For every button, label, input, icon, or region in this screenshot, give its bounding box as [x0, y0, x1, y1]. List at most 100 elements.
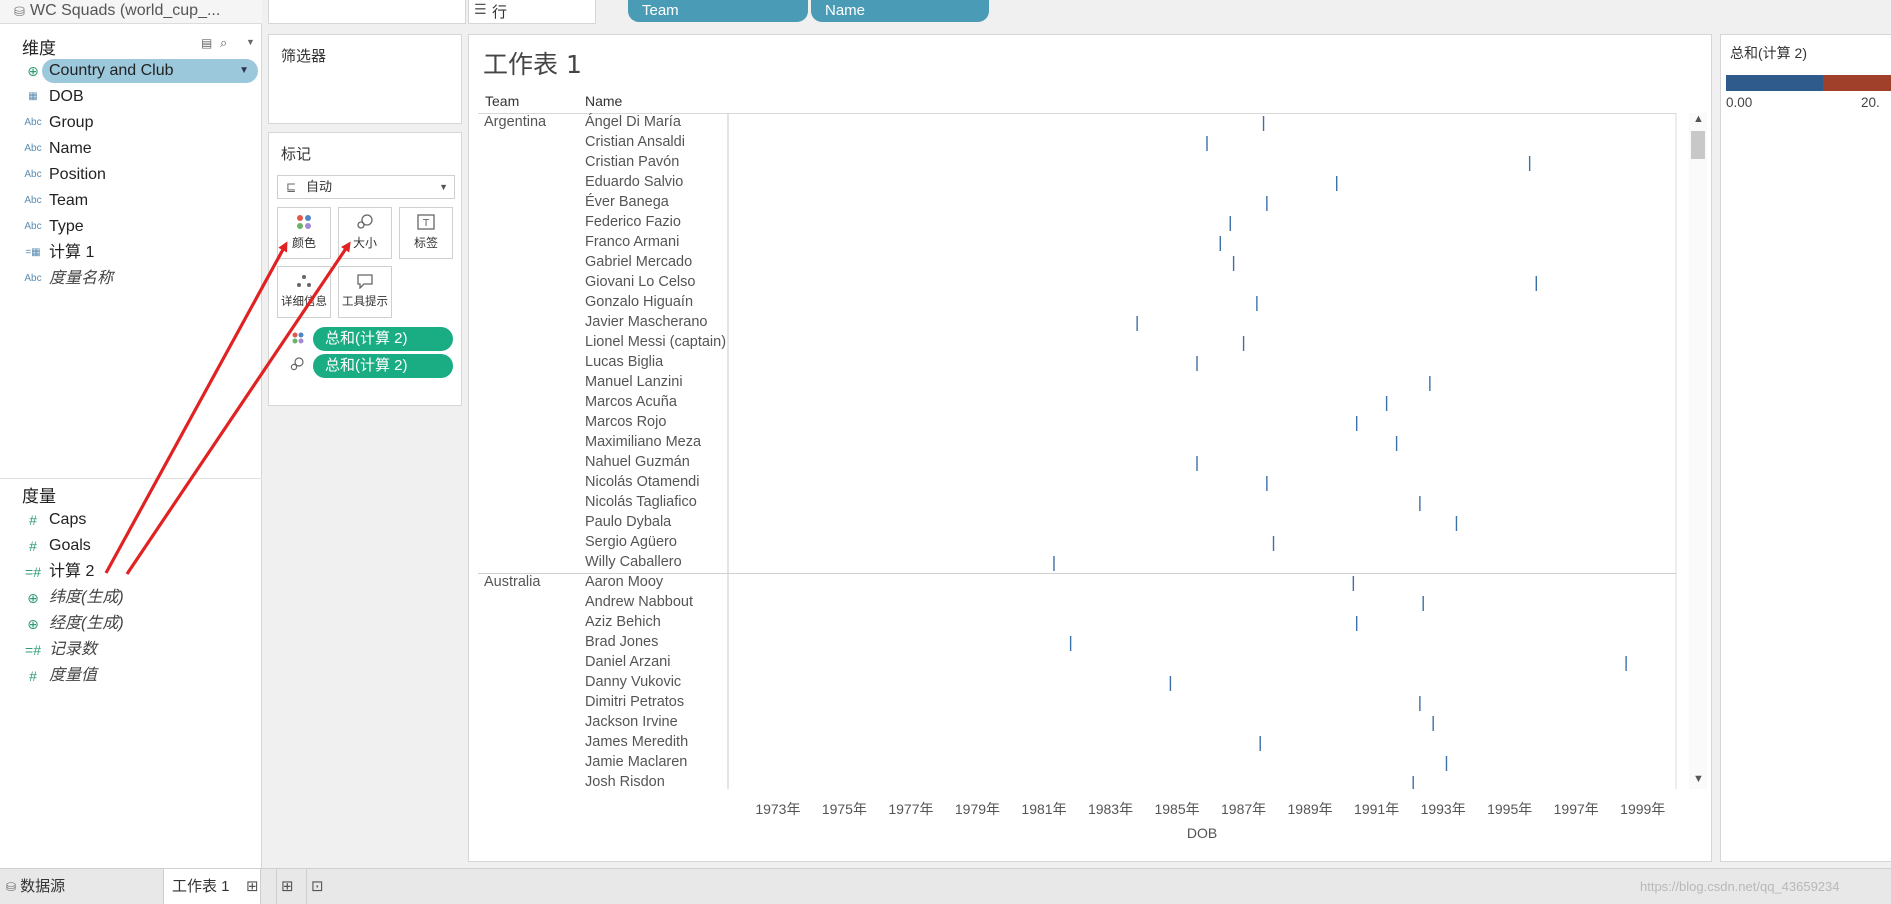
- label-button[interactable]: T 标签: [399, 207, 453, 259]
- player-name-label[interactable]: Federico Fazio: [585, 214, 681, 230]
- column-header-name[interactable]: Name: [585, 93, 623, 109]
- selected-field-pill[interactable]: ▼: [42, 59, 258, 83]
- dimension-field[interactable]: Abc Name: [0, 136, 262, 162]
- player-name-label[interactable]: Andrew Nabbout: [585, 594, 694, 610]
- measures-title: 度量: [22, 487, 56, 506]
- color-pill-sum-calc2[interactable]: 总和(计算 2): [313, 327, 453, 351]
- scroll-up-icon[interactable]: ▲: [1693, 113, 1704, 125]
- player-name-label[interactable]: Paulo Dybala: [585, 514, 672, 530]
- chevron-down-icon[interactable]: ▼: [246, 37, 255, 47]
- measure-field[interactable]: =# 记录数: [0, 637, 262, 663]
- sheet-tab-active[interactable]: 工作表 1: [163, 869, 261, 904]
- player-name-label[interactable]: Dimitri Petratos: [585, 694, 685, 710]
- rows-pill-name[interactable]: Name: [811, 0, 989, 22]
- player-name-label[interactable]: Josh Risdon: [585, 774, 665, 790]
- datasource-name[interactable]: WC Squads (world_cup_...: [30, 2, 221, 19]
- player-name-label[interactable]: Jamie Maclaren: [585, 754, 688, 770]
- player-name-label[interactable]: Daniel Arzani: [585, 654, 671, 670]
- player-name-label[interactable]: Danny Vukovic: [585, 674, 682, 690]
- calc-calendar-icon: =▦: [25, 247, 41, 258]
- dimension-field[interactable]: ▼ ⊕ Country and Club: [0, 58, 262, 84]
- player-name-label[interactable]: Sergio Agüero: [585, 534, 677, 550]
- dimension-field[interactable]: =▦ 计算 1: [0, 240, 262, 266]
- vertical-scrollbar[interactable]: ▲ ▼: [1689, 113, 1707, 789]
- player-name-label[interactable]: Maximiliano Meza: [585, 434, 702, 450]
- datasource-tab[interactable]: ⛁ 数据源: [6, 869, 156, 904]
- chevron-down-icon[interactable]: ▼: [239, 65, 249, 76]
- size-pill-sum-calc2[interactable]: 总和(计算 2): [313, 354, 453, 378]
- search-icon[interactable]: ⌕: [220, 35, 228, 50]
- column-header-team[interactable]: Team: [485, 93, 520, 109]
- player-name-label[interactable]: Eduardo Salvio: [585, 174, 684, 190]
- size-button[interactable]: 大小: [338, 207, 392, 259]
- new-story-icon[interactable]: ⊡: [306, 869, 324, 904]
- player-name-label[interactable]: Aziz Behich: [585, 614, 661, 630]
- player-name-label[interactable]: Ángel Di María: [585, 114, 681, 130]
- new-worksheet-icon[interactable]: ⊞: [246, 878, 259, 895]
- datasource-bar[interactable]: ⛁ WC Squads (world_cup_...: [0, 0, 262, 24]
- player-name-label[interactable]: Cristian Pavón: [585, 154, 680, 170]
- measure-field[interactable]: # 度量值: [0, 663, 262, 689]
- color-legend[interactable]: 总和(计算 2) 0.00 20.: [1720, 34, 1891, 862]
- player-name-label[interactable]: Manuel Lanzini: [585, 374, 683, 390]
- measure-field[interactable]: # Goals: [0, 533, 262, 559]
- filters-card[interactable]: 筛选器: [268, 34, 462, 124]
- player-name-label[interactable]: Jackson Irvine: [585, 714, 678, 730]
- player-name-label[interactable]: Lucas Biglia: [585, 354, 664, 370]
- player-name-label[interactable]: Marcos Rojo: [585, 414, 667, 430]
- measure-field[interactable]: ⊕ 经度(生成): [0, 611, 262, 637]
- calendar-icon: ▦: [28, 91, 38, 102]
- globe-icon: ⊕: [27, 590, 39, 606]
- dimension-field[interactable]: ▦ DOB: [0, 84, 262, 110]
- player-name-label[interactable]: Giovani Lo Celso: [585, 274, 696, 290]
- player-name-label[interactable]: Cristian Ansaldi: [585, 134, 685, 150]
- detail-button[interactable]: 详细信息: [277, 266, 331, 318]
- player-name-label[interactable]: Franco Armani: [585, 234, 680, 250]
- rows-pill-team[interactable]: Team: [628, 0, 808, 22]
- team-label[interactable]: Argentina: [484, 114, 547, 130]
- player-name-label[interactable]: James Meredith: [585, 734, 689, 750]
- player-name-label[interactable]: Éver Banega: [585, 194, 669, 210]
- dimension-field[interactable]: Abc Team: [0, 188, 262, 214]
- tooltip-button[interactable]: 工具提示: [338, 266, 392, 318]
- player-name-label[interactable]: Willy Caballero: [585, 554, 682, 570]
- color-button[interactable]: 颜色: [277, 207, 331, 259]
- x-axis-title[interactable]: DOB: [1186, 825, 1218, 841]
- abc-icon: Abc: [24, 143, 42, 154]
- new-dashboard-icon[interactable]: ⊞: [276, 869, 294, 904]
- player-name-label[interactable]: Nicolás Tagliafico: [585, 494, 697, 510]
- measure-field[interactable]: =# 计算 2: [0, 559, 262, 585]
- scrollbar-thumb[interactable]: [1691, 131, 1705, 159]
- view-toggle-icon[interactable]: ▤: [201, 36, 213, 50]
- rows-shelf[interactable]: ☰ 行 ☰ 行 Team Name: [468, 0, 1891, 24]
- datasource-tab-label: 数据源: [20, 878, 66, 895]
- dimension-field-label: Type: [49, 218, 84, 235]
- scroll-down-icon[interactable]: ▼: [1693, 773, 1704, 785]
- dimension-field-label: Team: [49, 192, 89, 209]
- dimension-field[interactable]: Abc Type: [0, 214, 262, 240]
- player-name-label[interactable]: Nicolás Otamendi: [585, 474, 700, 490]
- player-name-label[interactable]: Gabriel Mercado: [585, 254, 693, 270]
- player-name-label[interactable]: Javier Mascherano: [585, 314, 708, 330]
- worksheet-title[interactable]: 工作表 1: [483, 50, 582, 79]
- measure-field-label: 经度(生成): [49, 615, 124, 632]
- player-name-label[interactable]: Aaron Mooy: [585, 574, 664, 590]
- columns-shelf-stub[interactable]: [268, 0, 466, 24]
- dimension-field[interactable]: Abc Position: [0, 162, 262, 188]
- dimension-field-label: Country and Club: [49, 62, 174, 79]
- dimension-field-label: Group: [49, 114, 94, 131]
- measure-field[interactable]: ⊕ 纬度(生成): [0, 585, 262, 611]
- mark-type-dropdown[interactable]: ⊑ 自动 ▼: [277, 175, 455, 199]
- player-name-label[interactable]: Lionel Messi (captain): [585, 334, 727, 350]
- hash-icon: #: [29, 512, 37, 528]
- x-tick-label: 1997年: [1553, 801, 1599, 817]
- player-name-label[interactable]: Marcos Acuña: [585, 394, 677, 410]
- player-name-label[interactable]: Gonzalo Higuaín: [585, 294, 694, 310]
- dimension-field[interactable]: Abc 度量名称: [0, 266, 262, 292]
- team-label[interactable]: Australia: [484, 574, 541, 590]
- measure-field[interactable]: # Caps: [0, 507, 262, 533]
- dimension-field[interactable]: Abc Group: [0, 110, 262, 136]
- player-name-label[interactable]: Nahuel Guzmán: [585, 454, 690, 470]
- dimension-field-label: DOB: [49, 88, 84, 105]
- player-name-label[interactable]: Brad Jones: [585, 634, 659, 650]
